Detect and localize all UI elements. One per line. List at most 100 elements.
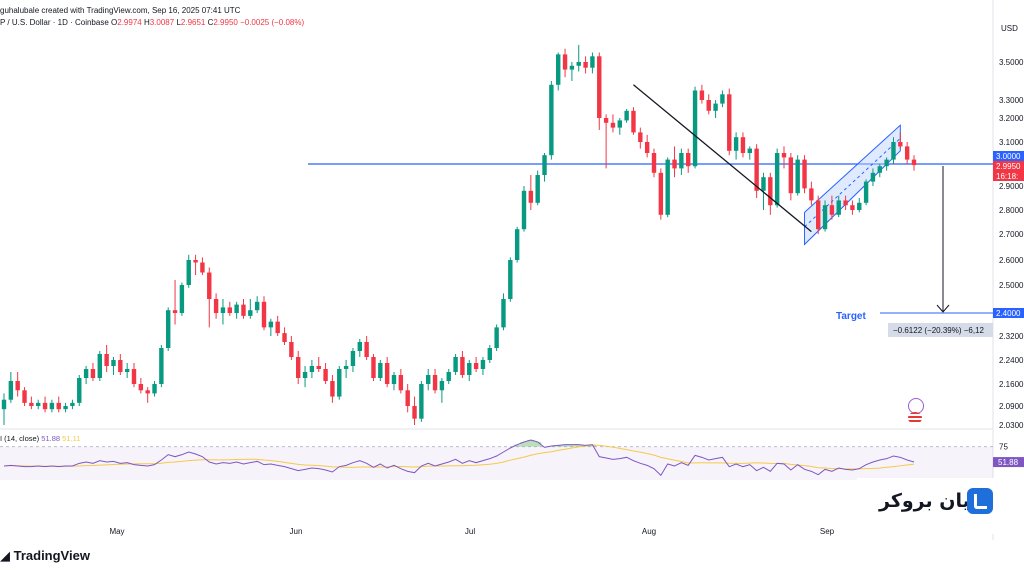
- tradingview-logo: ◢ TradingView: [0, 548, 90, 564]
- rsi-legend: I (14, close) 51.88 51.11: [0, 434, 80, 443]
- rsi-value-label: 51.88: [998, 458, 1019, 467]
- candle-body: [638, 132, 643, 142]
- candle-body: [747, 148, 752, 153]
- candle-body: [275, 321, 280, 334]
- candle-body: [829, 205, 835, 215]
- candle-body: [665, 159, 670, 215]
- candle-body: [877, 166, 882, 173]
- us-flag-icon: [908, 412, 922, 424]
- candle-body: [159, 348, 164, 384]
- candle-body: [213, 299, 219, 313]
- candle-body: [467, 363, 472, 375]
- x-tick-label: Sep: [820, 527, 835, 536]
- candle-body: [391, 375, 397, 384]
- candle-body: [350, 351, 356, 366]
- candle-body: [802, 159, 807, 189]
- candle-body: [651, 153, 657, 173]
- channel-midline: [804, 138, 901, 228]
- candle-body: [713, 103, 718, 111]
- change-value: −0.0025 (−0.08%): [240, 18, 305, 27]
- candle-body: [343, 366, 349, 369]
- candle-body: [172, 310, 178, 313]
- chart-credit: guhalubale created with TradingView.com,…: [0, 6, 241, 15]
- candle-body: [220, 307, 226, 313]
- price-tag-label: 2.4000: [996, 309, 1021, 318]
- candle-body: [857, 202, 862, 210]
- price-tag-level: [993, 151, 1024, 161]
- candle-body: [439, 381, 445, 391]
- candle-body: [145, 390, 150, 394]
- target-arrow-head: [936, 304, 950, 313]
- candle-body: [884, 159, 889, 167]
- candle-body: [446, 372, 451, 381]
- y-tick-label: 2.0300: [999, 421, 1024, 430]
- candle-body: [733, 137, 739, 151]
- candle-body: [583, 62, 588, 68]
- candle-body: [309, 366, 315, 372]
- y-tick-label: 2.0900: [999, 402, 1024, 411]
- candle-body: [412, 406, 417, 419]
- candle-body: [597, 56, 602, 118]
- candle-body: [514, 229, 520, 260]
- candle-body: [29, 402, 34, 406]
- candle-body: [658, 172, 664, 215]
- candle-body: [42, 402, 48, 410]
- candle-body: [357, 342, 362, 351]
- candle-body: [617, 120, 622, 128]
- candle-body: [740, 137, 746, 153]
- low-label: L: [176, 18, 181, 27]
- candle-body: [911, 159, 917, 166]
- candle-body: [535, 175, 540, 203]
- y-tick-label: 2.7000: [999, 230, 1024, 239]
- currency-label: USD: [1001, 24, 1018, 33]
- candle-body: [528, 190, 534, 203]
- open-label: O: [111, 18, 118, 27]
- candle-body: [453, 357, 458, 372]
- y-tick-label: 3.1000: [999, 138, 1024, 147]
- tradingview-logo-text: TradingView: [13, 548, 90, 563]
- ohlc-header: P / U.S. Dollar · 1D · Coinbase O2.9974 …: [0, 18, 304, 27]
- y-tick-label: 2.6000: [999, 256, 1024, 265]
- candle-body: [494, 327, 499, 348]
- candle-body: [487, 348, 492, 360]
- candle-body: [8, 381, 14, 400]
- candle-body: [384, 363, 390, 384]
- candle-body: [378, 363, 383, 378]
- x-tick-label: May: [109, 527, 124, 536]
- candle-body: [289, 342, 294, 357]
- candle-body: [364, 342, 369, 357]
- candle-body: [138, 384, 144, 391]
- candle-body: [870, 172, 876, 182]
- downtrend-line: [633, 84, 812, 233]
- candle-body: [419, 384, 424, 419]
- close-value: 2.9950: [213, 18, 238, 27]
- candle-body: [473, 363, 479, 369]
- price-tag-label: 16:18:: [996, 172, 1018, 181]
- y-tick-label: 2.3200: [999, 332, 1024, 341]
- candle-body: [254, 301, 260, 311]
- candle-body: [282, 333, 287, 342]
- candle-body: [549, 84, 554, 156]
- high-label: H: [143, 18, 150, 27]
- candle-body: [193, 260, 198, 263]
- candle-body: [70, 402, 75, 406]
- candle-body: [316, 366, 321, 369]
- candle-body: [36, 402, 41, 406]
- candle-body: [624, 110, 629, 121]
- candle-body: [727, 94, 732, 151]
- candle-body: [603, 118, 609, 123]
- candle-body: [49, 402, 55, 410]
- candle-body: [480, 360, 486, 369]
- candle-body: [83, 369, 89, 378]
- candle-body: [521, 190, 527, 230]
- x-tick-label: Jun: [290, 527, 303, 536]
- candle-body: [809, 188, 814, 201]
- rsi-value-tag: [993, 457, 1024, 468]
- target-label: Target: [836, 311, 866, 322]
- price-tag-last: [993, 161, 1024, 171]
- candle-body: [398, 375, 404, 391]
- candle-body: [405, 390, 410, 406]
- symbol-label: P / U.S. Dollar · 1D · Coinbase: [0, 18, 109, 27]
